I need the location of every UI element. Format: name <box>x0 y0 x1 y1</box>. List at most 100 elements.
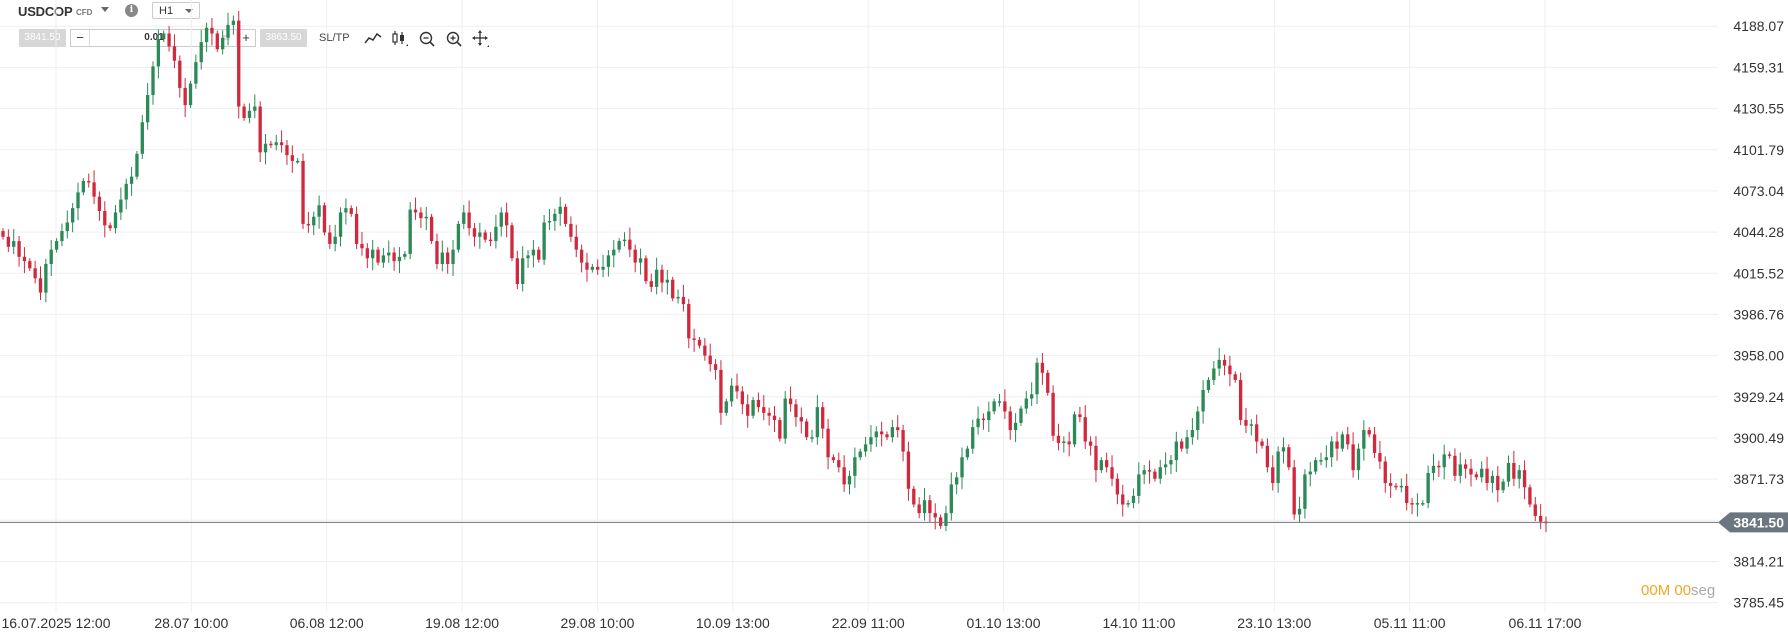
candle-body <box>590 266 595 270</box>
candle-body <box>804 421 809 438</box>
candle-body <box>467 212 471 229</box>
candle-body <box>344 208 348 213</box>
candle-body <box>842 467 846 485</box>
candle-body <box>1019 408 1023 423</box>
candle-body <box>1405 485 1409 504</box>
crosshair-move-icon[interactable] <box>471 29 491 49</box>
candle-body <box>1453 455 1457 476</box>
candle-body <box>676 296 680 299</box>
candle-body <box>263 143 268 153</box>
y-tick-label: 3929.24 <box>1733 389 1784 405</box>
current-price-label: 3841.50 <box>1733 514 1784 530</box>
countdown-minutes: 00 <box>1641 582 1658 599</box>
zoom-out-icon[interactable] <box>417 29 437 49</box>
candle-body <box>1367 430 1371 435</box>
candle-body <box>269 143 273 146</box>
candle-body <box>1512 462 1516 479</box>
timeframe-select[interactable]: H1 <box>152 2 200 19</box>
candle-body <box>1340 434 1345 449</box>
candle-body <box>1490 475 1495 484</box>
symbol-label[interactable]: USDCOP <box>18 4 73 19</box>
x-tick-label: 29.08 10:00 <box>560 615 634 631</box>
candle-body <box>392 252 396 262</box>
candle-body <box>815 407 820 438</box>
info-icon[interactable]: i <box>125 4 138 17</box>
candle-body <box>847 475 852 485</box>
candle-body <box>917 504 921 514</box>
candle-body <box>28 261 32 269</box>
candle-body <box>1533 504 1537 516</box>
x-tick-label: 23.10 13:00 <box>1237 615 1311 631</box>
candle-body <box>928 500 932 514</box>
x-tick-label: 14.10 11:00 <box>1102 615 1175 631</box>
line-chart-icon[interactable] <box>363 29 383 49</box>
quantity-increase-button[interactable]: + <box>236 30 255 46</box>
candle-body <box>826 428 830 458</box>
candle-body <box>194 62 198 84</box>
candle-body <box>547 221 552 223</box>
candle-body <box>1265 445 1270 468</box>
candle-body <box>1522 470 1527 488</box>
x-tick-label: 06.08 12:00 <box>290 615 364 631</box>
buy-price-button[interactable]: 3863.50 <box>260 29 307 47</box>
candle-body <box>596 266 600 270</box>
candle-body <box>54 241 59 250</box>
candle-body <box>210 27 214 34</box>
candle-body <box>821 407 825 429</box>
candle-body <box>585 262 589 270</box>
candle-body <box>1463 464 1468 469</box>
candle-body <box>574 236 578 250</box>
candle-body <box>1249 424 1253 426</box>
candle-body <box>76 192 80 209</box>
candle-body <box>1174 441 1178 461</box>
candle-body <box>558 206 562 214</box>
candle-body <box>387 252 391 256</box>
quantity-value[interactable]: 0.01 <box>144 32 164 43</box>
candle-body <box>703 345 707 356</box>
y-tick-label: 4101.79 <box>1733 142 1784 158</box>
quantity-decrease-button[interactable]: − <box>71 30 90 46</box>
candle-body <box>226 24 230 38</box>
candle-body <box>949 484 953 514</box>
candle-body <box>1383 461 1387 484</box>
candle-body <box>906 451 911 489</box>
candle-body <box>922 500 927 514</box>
candle-body <box>451 249 455 264</box>
candle-body <box>1051 392 1055 436</box>
x-tick-label: 10.09 13:00 <box>696 615 770 631</box>
y-tick-label: 4159.31 <box>1733 59 1784 75</box>
candle-body <box>1013 422 1018 431</box>
candle-body <box>1297 508 1302 515</box>
chart-toolbar: USDCOP CFD i H1 3841.50 − 0.01 ⇄ + 3863.… <box>0 0 620 58</box>
candle-body <box>140 122 144 154</box>
candle-body <box>119 199 123 213</box>
candle-body <box>1330 441 1334 458</box>
candle-body <box>1313 460 1318 472</box>
candle-body <box>1308 471 1312 475</box>
candle-body <box>1115 478 1120 495</box>
symbol-dropdown-icon[interactable] <box>101 7 109 12</box>
candle-body <box>992 401 996 412</box>
candle-body <box>221 37 225 50</box>
candle-body <box>965 448 970 458</box>
candle-body <box>306 223 311 226</box>
candle-body <box>654 269 659 287</box>
candle-body <box>1163 464 1168 468</box>
candle-body <box>65 222 69 232</box>
candle-body <box>1255 424 1259 442</box>
candle-body <box>247 110 252 118</box>
zoom-in-icon[interactable] <box>444 29 464 49</box>
y-tick-label: 4015.52 <box>1733 265 1784 281</box>
candlestick-icon[interactable] <box>390 29 410 49</box>
candle-body <box>1442 454 1446 468</box>
candle-body <box>1346 434 1350 445</box>
candle-body <box>644 258 648 282</box>
swap-icon[interactable]: ⇄ <box>221 32 231 44</box>
sell-price-button[interactable]: 3841.50 <box>19 29 66 47</box>
candle-body <box>296 160 300 163</box>
candle-body <box>713 364 718 370</box>
candle-body <box>1142 470 1146 475</box>
candle-body <box>735 385 739 392</box>
candle-body <box>113 212 118 229</box>
